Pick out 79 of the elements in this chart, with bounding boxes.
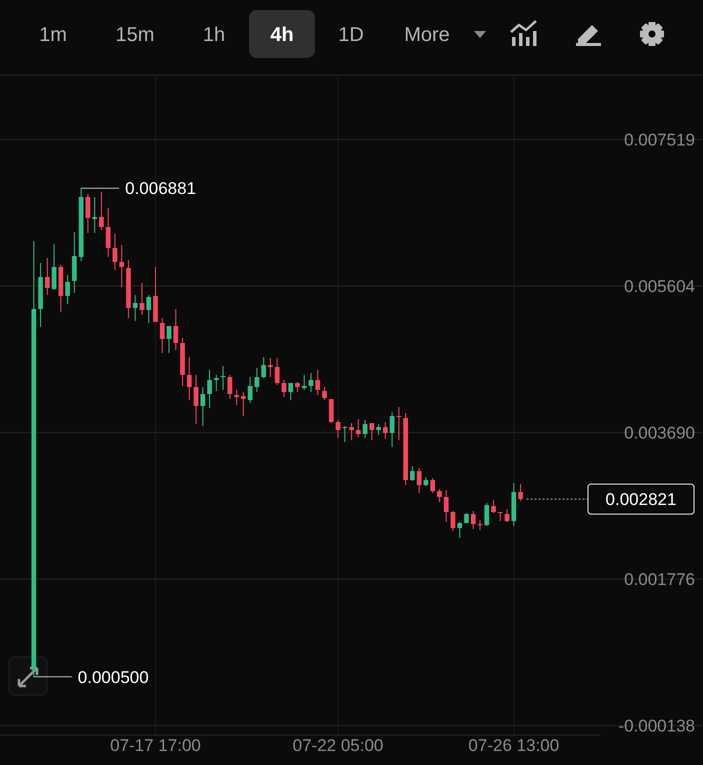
candlestick <box>207 370 212 409</box>
y-tick-label: -0.000138 <box>618 716 695 736</box>
candlestick <box>173 308 178 351</box>
candlestick <box>282 380 286 398</box>
candlestick <box>112 233 118 271</box>
candlestick <box>491 500 496 514</box>
text: More <box>404 24 450 46</box>
candlestick <box>186 356 192 401</box>
candlestick <box>44 257 50 296</box>
candlestick <box>99 191 104 230</box>
candlestick <box>119 244 124 288</box>
candlestick <box>132 294 138 322</box>
candlestick <box>146 294 152 324</box>
y-tick-label: 0.007519 <box>624 130 695 150</box>
candlestick <box>254 368 260 393</box>
candlestick <box>362 420 368 438</box>
candlestick <box>470 510 476 530</box>
candlestick <box>382 422 388 440</box>
candlestick <box>248 376 253 404</box>
y-tick-label: 0.005604 <box>624 276 695 296</box>
candlestick <box>328 398 334 424</box>
candlestick <box>268 357 273 378</box>
text: 1m <box>39 24 67 46</box>
candlestick <box>308 372 314 393</box>
candlestick <box>261 356 266 379</box>
ref-line-label: 0.002821 <box>606 490 676 510</box>
candlestick <box>200 386 206 427</box>
candlestick <box>65 274 70 305</box>
x-tick-label: 07-22 05:00 <box>292 736 384 755</box>
y-tick-label: 0.001776 <box>624 570 695 590</box>
candlestick <box>424 476 428 487</box>
candlestick <box>315 370 320 396</box>
candlestick <box>92 196 98 234</box>
candlestick <box>302 374 307 390</box>
candlestick <box>356 418 361 438</box>
candlestick <box>498 512 503 522</box>
candlestick <box>450 510 456 532</box>
y-tick-label: 0.003690 <box>624 424 695 443</box>
candlestick <box>274 357 280 386</box>
text: 1D <box>338 24 364 46</box>
candlestick <box>444 490 449 523</box>
candlestick <box>220 366 226 390</box>
annotation: 0.000500 <box>78 668 149 687</box>
text: 15m <box>116 24 154 46</box>
candlestick <box>214 374 219 392</box>
candlestick <box>484 502 490 527</box>
candlestick <box>194 374 198 425</box>
candlestick <box>478 520 482 531</box>
candlestick <box>52 243 56 290</box>
candlestick <box>241 392 246 417</box>
candlestick <box>166 325 172 354</box>
candlestick <box>227 374 232 400</box>
candlestick <box>437 488 442 503</box>
candlestick <box>390 412 394 448</box>
candlestick <box>288 382 294 401</box>
candlestick <box>295 382 300 393</box>
text: 4h <box>270 24 294 46</box>
candlestick <box>430 478 436 494</box>
candlestick <box>376 424 381 436</box>
candlestick <box>234 389 239 406</box>
candlestick <box>457 522 462 539</box>
candlestick <box>396 406 402 441</box>
candlestick <box>336 420 340 438</box>
x-tick-label: 07-17 17:00 <box>110 736 201 755</box>
candlestick <box>504 508 510 523</box>
candlestick <box>369 422 374 441</box>
candlestick <box>342 426 348 443</box>
candlestick <box>160 318 165 354</box>
text: 1h <box>202 24 226 46</box>
candlestick <box>106 207 111 258</box>
candlestick <box>140 282 144 316</box>
candlestick <box>410 466 415 482</box>
annotation: 0.006881 <box>125 179 196 198</box>
x-tick-label: 07-26 13:00 <box>468 736 560 755</box>
candlestick <box>518 484 523 502</box>
candlestick <box>416 468 422 494</box>
candlestick <box>322 386 327 401</box>
candlestick <box>86 193 90 234</box>
candlestick <box>349 422 354 441</box>
